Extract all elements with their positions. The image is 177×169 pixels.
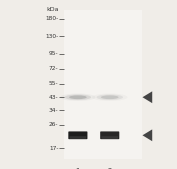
FancyBboxPatch shape <box>70 136 86 139</box>
Text: 72-: 72- <box>49 66 58 71</box>
FancyBboxPatch shape <box>100 131 119 139</box>
Ellipse shape <box>101 95 119 99</box>
FancyBboxPatch shape <box>68 131 87 139</box>
Text: 130-: 130- <box>45 34 58 39</box>
Polygon shape <box>142 129 152 141</box>
Text: 17-: 17- <box>49 146 58 151</box>
Text: kDa: kDa <box>46 7 58 12</box>
Ellipse shape <box>65 94 91 100</box>
Text: 34-: 34- <box>49 108 58 113</box>
Ellipse shape <box>60 93 96 101</box>
Ellipse shape <box>96 94 123 100</box>
Ellipse shape <box>92 93 127 101</box>
Polygon shape <box>142 91 152 103</box>
Ellipse shape <box>69 95 87 99</box>
Text: 2: 2 <box>108 168 112 169</box>
Text: 55-: 55- <box>49 81 58 86</box>
Text: 43-: 43- <box>49 95 58 100</box>
Text: 95-: 95- <box>49 51 58 56</box>
Text: 26-: 26- <box>49 122 58 127</box>
Text: 180-: 180- <box>45 16 58 21</box>
Bar <box>64 10 142 159</box>
FancyBboxPatch shape <box>101 136 118 139</box>
Text: 1: 1 <box>76 168 80 169</box>
